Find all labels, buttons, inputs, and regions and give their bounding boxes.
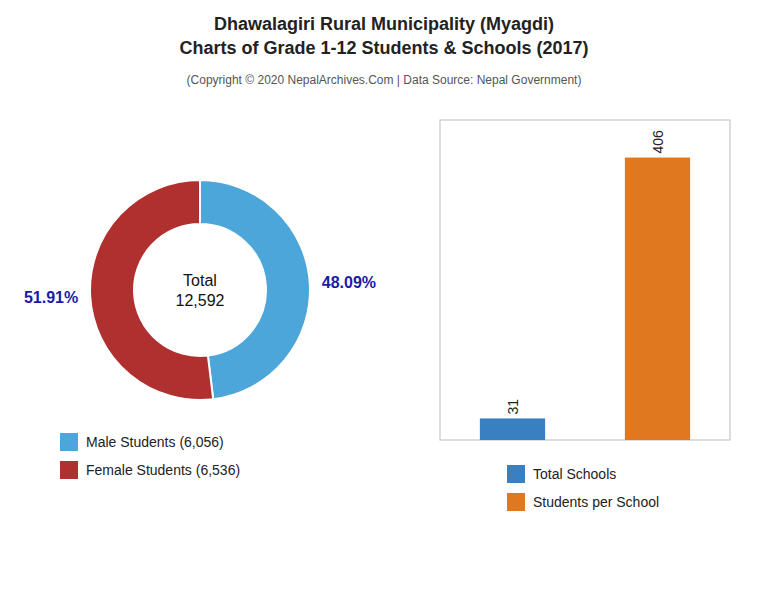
data-label: 48.09% [322,274,376,291]
legend-entry: Total Schools [533,466,616,482]
slice [90,180,213,400]
annotation: Total 12,592 [176,272,225,309]
subtitle: (Copyright © 2020 NepalArchives.Com | Da… [187,73,582,87]
legend-entry: Students per School [533,494,659,510]
bars [480,158,690,440]
title-line: Charts of Grade 1-12 Students & Schools … [179,38,588,58]
legend-entry: Female Students (6,536) [86,462,240,478]
bar [480,418,545,440]
chart-canvas: Dhawalagiri Rural Municipality (Myagdi) C… [0,0,768,597]
slices [90,180,310,400]
legend-swatch [507,465,525,483]
bar [625,158,690,440]
plot-frame [440,120,730,440]
legend-swatch [507,493,525,511]
legend: Total Schools Students per School [507,465,659,511]
text-line: Total [183,272,217,289]
text-line: 12,592 [176,292,225,309]
title: Dhawalagiri Rural Municipality (Myagdi) C… [179,14,588,58]
data-label: 406 [650,130,666,154]
legend-swatch [60,461,78,479]
title-line: Dhawalagiri Rural Municipality (Myagdi) [214,14,554,34]
legend-swatch [60,433,78,451]
data-label: 31 [505,399,521,415]
data-label: 51.91% [24,289,78,306]
slice [200,180,310,399]
legend-entry: Male Students (6,056) [86,434,224,450]
legend: Male Students (6,056) Female Students (6,… [60,433,240,479]
